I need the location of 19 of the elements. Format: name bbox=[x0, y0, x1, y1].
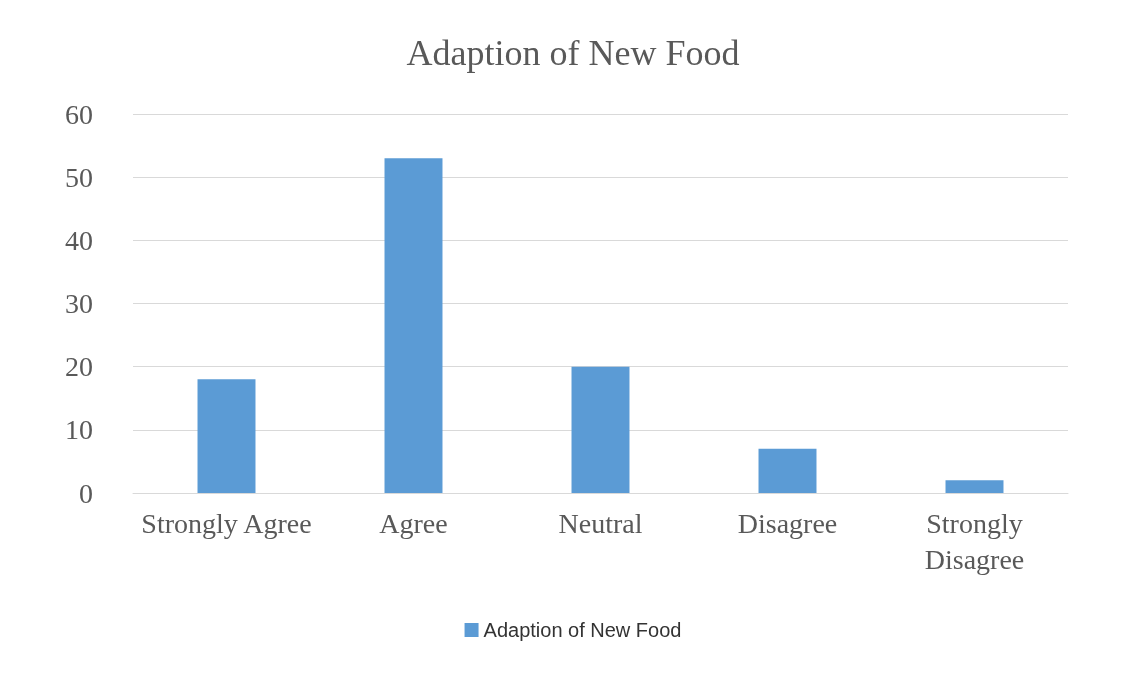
y-tick-label: 40 bbox=[65, 224, 93, 256]
legend-label: Adaption of New Food bbox=[483, 619, 682, 641]
bar bbox=[571, 366, 630, 493]
x-tick-label: Neutral bbox=[558, 507, 643, 539]
bar bbox=[758, 448, 817, 493]
x-tick-label: Agree bbox=[379, 507, 448, 539]
y-tick-label: 50 bbox=[65, 161, 93, 193]
bar bbox=[945, 480, 1004, 493]
y-tick-label: 20 bbox=[65, 351, 93, 383]
y-tick-label: 10 bbox=[65, 414, 93, 446]
y-tick-label: 0 bbox=[79, 477, 93, 509]
bar bbox=[197, 379, 256, 493]
chart-title: Adaption of New Food bbox=[406, 33, 740, 73]
y-tick-label: 30 bbox=[65, 288, 93, 319]
x-tick-label: Strongly Disagree bbox=[924, 507, 1025, 575]
x-tick-label: Disagree bbox=[737, 507, 838, 539]
bar bbox=[384, 158, 443, 493]
y-tick-label: 60 bbox=[65, 98, 93, 130]
x-tick-label: Strongly Agree bbox=[141, 507, 312, 539]
